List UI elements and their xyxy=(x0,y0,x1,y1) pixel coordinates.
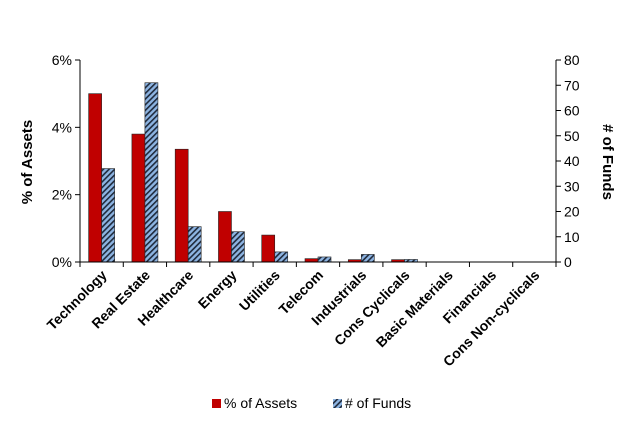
y-right-tick-label: 30 xyxy=(564,178,580,194)
y-left-tick-label: 6% xyxy=(52,52,72,68)
y-right-tick-label: 10 xyxy=(564,229,580,245)
y-right-axis-ticks: 0 10 20 30 40 50 60 70 80 xyxy=(556,52,580,270)
y-right-tick-label: 40 xyxy=(564,153,580,169)
bar-funds xyxy=(144,82,159,263)
legend: % of Assets # of Funds xyxy=(212,395,411,411)
bar-assets xyxy=(174,148,189,263)
y-right-tick-label: 80 xyxy=(564,52,580,68)
legend-swatch-funds xyxy=(333,399,342,408)
y-left-tick-label: 2% xyxy=(52,187,72,203)
bar-funds xyxy=(274,251,289,263)
bar-assets xyxy=(304,258,319,263)
bars xyxy=(88,82,418,263)
bar-funds xyxy=(231,231,245,263)
bar-funds xyxy=(360,254,375,263)
bar-funds xyxy=(101,168,115,263)
legend-swatch-assets xyxy=(212,399,221,408)
legend-label-funds: # of Funds xyxy=(345,395,411,411)
y-right-tick-label: 20 xyxy=(564,204,580,220)
y-left-tick-label: 4% xyxy=(52,119,72,135)
y-right-tick-label: 60 xyxy=(564,103,580,119)
bar-assets xyxy=(131,133,146,263)
legend-label-assets: % of Assets xyxy=(224,395,297,411)
category-label: Energy xyxy=(195,267,240,312)
bar-assets xyxy=(218,211,232,263)
bar-assets xyxy=(261,234,276,263)
y-right-tick-label: 70 xyxy=(564,77,580,93)
y-left-axis-title: % of Assets xyxy=(19,120,36,204)
y-left-tick-label: 0% xyxy=(52,254,72,270)
axes xyxy=(79,60,557,267)
bar-assets xyxy=(88,93,102,263)
bar-funds xyxy=(317,256,332,263)
y-right-tick-label: 50 xyxy=(564,128,580,144)
y-right-axis-title: # of Funds xyxy=(599,124,616,200)
y-right-tick-label: 0 xyxy=(564,254,572,270)
y-left-axis-ticks: 0% 2% 4% 6% xyxy=(52,52,80,270)
category-label: Cons Cyclicals xyxy=(331,267,413,349)
category-label: Basic Materials xyxy=(373,267,457,351)
bar-funds xyxy=(187,226,202,263)
